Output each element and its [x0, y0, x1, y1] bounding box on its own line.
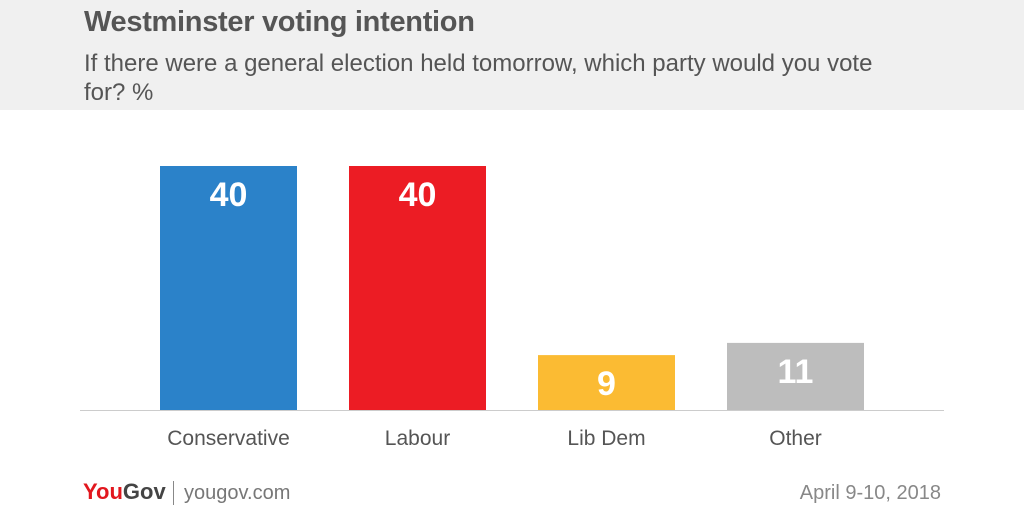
footer-site-link[interactable]: yougov.com — [184, 482, 291, 504]
data-label: 40 — [210, 176, 248, 214]
yougov-logo: YouGov — [83, 478, 166, 506]
footer-divider — [173, 481, 174, 505]
data-label: 11 — [778, 353, 814, 391]
bar-conservative — [160, 166, 297, 410]
category-label: Conservative — [167, 427, 290, 450]
bar-other — [727, 342, 864, 410]
data-label: 9 — [597, 365, 616, 403]
chart-subtitle: If there were a general election held to… — [84, 50, 873, 106]
category-label: Labour — [385, 427, 450, 450]
data-label: 40 — [399, 176, 437, 214]
logo-gov-text: Gov — [122, 479, 166, 504]
bar-labour — [349, 166, 486, 410]
chart-title: Westminster voting intention — [84, 6, 475, 38]
category-label: Other — [769, 427, 822, 450]
header-band: Westminster voting intention If there we… — [0, 0, 1024, 110]
logo-you-text: You — [83, 479, 123, 504]
footer-date: April 9-10, 2018 — [799, 482, 941, 504]
bar-lib-dem — [538, 355, 675, 410]
category-label: Lib Dem — [567, 427, 645, 450]
